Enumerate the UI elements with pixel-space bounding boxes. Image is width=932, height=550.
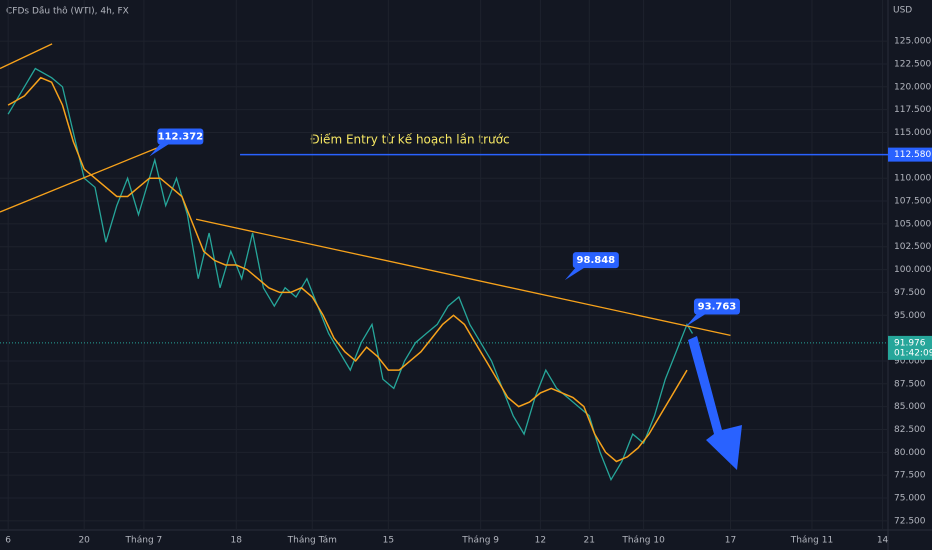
callout-box bbox=[693, 298, 740, 315]
trendline bbox=[195, 218, 731, 337]
arrow bbox=[688, 336, 742, 470]
x-tick-label: 15 bbox=[383, 536, 394, 546]
price-tag-label: 112.580 bbox=[894, 150, 931, 160]
y-tick-label: 82.500 bbox=[894, 425, 926, 435]
price-tag-label: 91.976 bbox=[894, 338, 926, 348]
price-tag bbox=[888, 335, 932, 360]
callout-label: 93.763 bbox=[698, 302, 737, 313]
countdown: 01:42:09 bbox=[894, 348, 932, 358]
x-tick-label: 21 bbox=[584, 536, 595, 546]
y-tick-label: 110.000 bbox=[894, 174, 931, 184]
currency: USD bbox=[893, 6, 912, 16]
y-tick-label: 75.000 bbox=[894, 494, 926, 504]
y-tick-label: 77.500 bbox=[894, 471, 926, 481]
y-tick-label: 90.000 bbox=[894, 356, 926, 366]
y-tick-label: 107.500 bbox=[894, 197, 931, 207]
x-tick-label: 17 bbox=[725, 536, 736, 546]
x-tick-label: Tháng 11 bbox=[790, 536, 833, 546]
y-tick-label: 87.500 bbox=[894, 379, 926, 389]
y-tick-label: 85.000 bbox=[894, 402, 926, 412]
trendline bbox=[0, 147, 158, 213]
y-tick-label: 115.000 bbox=[894, 128, 931, 138]
y-tick-label: 105.000 bbox=[894, 219, 931, 229]
x-tick-label: 12 bbox=[535, 536, 546, 546]
x-tick-label: 18 bbox=[231, 536, 243, 546]
y-tick-label: 102.500 bbox=[894, 242, 931, 252]
x-tick-label: Tháng 7 bbox=[125, 536, 163, 546]
callout-label: 112.372 bbox=[158, 132, 204, 143]
y-tick-label: 120.000 bbox=[894, 82, 931, 92]
callout-pointer bbox=[685, 312, 708, 327]
y-tick-label: 117.500 bbox=[894, 105, 931, 115]
x-tick-label: Tháng Tám bbox=[287, 536, 337, 546]
y-tick-label: 97.500 bbox=[894, 288, 926, 298]
y-tick-label: 95.000 bbox=[894, 311, 926, 321]
annotation: Điểm Entry từ kế hoạch lần trước bbox=[310, 133, 509, 147]
moving-average bbox=[7, 76, 688, 463]
callout-pointer bbox=[149, 142, 172, 157]
trendline bbox=[0, 43, 53, 70]
y-tick-label: 125.000 bbox=[894, 37, 931, 47]
x-tick-label: 20 bbox=[78, 536, 90, 546]
y-tick-label: 80.000 bbox=[894, 448, 926, 458]
price-tag bbox=[888, 147, 932, 162]
x-tick-label: Tháng 10 bbox=[621, 536, 665, 546]
x-tick-label: 14 bbox=[877, 536, 889, 546]
callout-box bbox=[157, 128, 204, 145]
callout-pointer bbox=[564, 266, 587, 281]
symbol: CFDs Dầu thô (WTI), 4h, FX bbox=[6, 6, 129, 17]
y-tick-label: 72.500 bbox=[894, 516, 926, 526]
price-line bbox=[7, 67, 694, 482]
x-tick-label: Tháng 9 bbox=[461, 536, 499, 546]
callout-label: 98.848 bbox=[577, 255, 616, 266]
x-tick-label: 6 bbox=[5, 536, 11, 546]
y-tick-label: 122.500 bbox=[894, 59, 931, 69]
callout-box bbox=[572, 252, 619, 269]
y-tick-label: 100.000 bbox=[894, 265, 931, 275]
